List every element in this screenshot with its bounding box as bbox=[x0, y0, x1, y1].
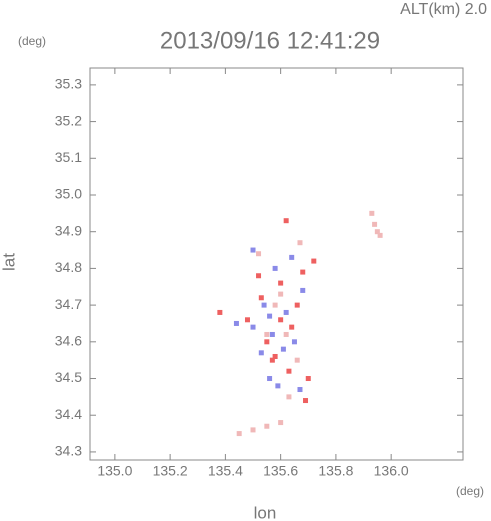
point bbox=[269, 331, 275, 337]
point bbox=[258, 295, 264, 301]
point bbox=[250, 247, 256, 253]
point bbox=[297, 240, 303, 246]
point bbox=[256, 251, 262, 257]
y-tick-label: 34.3 bbox=[55, 443, 82, 459]
y-tick-label: 34.5 bbox=[55, 369, 82, 385]
x-unit: (deg) bbox=[456, 484, 484, 498]
y-tick-label: 34.9 bbox=[55, 222, 82, 238]
point bbox=[272, 265, 278, 271]
point bbox=[311, 258, 317, 264]
y-tick-label: 34.6 bbox=[55, 333, 82, 349]
y-tick-label: 35.2 bbox=[55, 112, 82, 128]
point bbox=[233, 320, 239, 326]
point bbox=[297, 387, 303, 393]
point bbox=[250, 427, 256, 433]
point bbox=[236, 431, 242, 437]
point bbox=[374, 229, 380, 235]
point bbox=[300, 287, 306, 293]
point bbox=[291, 339, 297, 345]
y-tick-label: 34.8 bbox=[55, 259, 82, 275]
point bbox=[264, 331, 270, 337]
y-tick-label: 34.7 bbox=[55, 296, 82, 312]
point bbox=[256, 273, 262, 279]
subtitle: ALT(km) 2.0 bbox=[400, 1, 487, 18]
point bbox=[283, 331, 289, 337]
point bbox=[377, 232, 383, 238]
y-axis-label: lat bbox=[0, 253, 18, 271]
y-tick-label: 35.1 bbox=[55, 149, 82, 165]
point bbox=[272, 302, 278, 308]
point bbox=[250, 324, 256, 330]
point bbox=[272, 353, 278, 359]
point bbox=[294, 302, 300, 308]
point bbox=[264, 339, 270, 345]
point bbox=[278, 317, 284, 323]
x-tick-label: 135.0 bbox=[97, 463, 132, 479]
x-tick-label: 136.0 bbox=[374, 463, 409, 479]
point bbox=[267, 313, 273, 319]
y-tick-label: 35.0 bbox=[55, 186, 82, 202]
point bbox=[275, 383, 281, 389]
point bbox=[217, 309, 223, 315]
point bbox=[278, 280, 284, 286]
point bbox=[261, 302, 267, 308]
point bbox=[300, 269, 306, 275]
x-axis-label: lon bbox=[254, 503, 277, 521]
y-tick-label: 35.3 bbox=[55, 76, 82, 92]
point bbox=[369, 210, 375, 216]
point bbox=[278, 420, 284, 426]
x-tick-label: 135.2 bbox=[153, 463, 188, 479]
chart-title: 2013/09/16 12:41:29 bbox=[160, 27, 380, 54]
point bbox=[278, 291, 284, 297]
point bbox=[269, 357, 275, 363]
point bbox=[303, 398, 309, 404]
x-tick-label: 135.8 bbox=[318, 463, 353, 479]
point bbox=[289, 324, 295, 330]
point bbox=[289, 254, 295, 260]
point bbox=[244, 317, 250, 323]
plot-frame bbox=[89, 67, 464, 461]
x-tick-label: 135.4 bbox=[208, 463, 243, 479]
point bbox=[267, 376, 273, 382]
point bbox=[305, 376, 311, 382]
point bbox=[280, 346, 286, 352]
point bbox=[372, 221, 378, 227]
point bbox=[283, 309, 289, 315]
point bbox=[283, 218, 289, 224]
point bbox=[286, 394, 292, 400]
y-unit: (deg) bbox=[18, 34, 46, 48]
point bbox=[264, 423, 270, 429]
point bbox=[294, 357, 300, 363]
point bbox=[286, 368, 292, 374]
point bbox=[258, 350, 264, 356]
x-tick-label: 135.6 bbox=[263, 463, 298, 479]
y-tick-label: 34.4 bbox=[55, 406, 82, 422]
